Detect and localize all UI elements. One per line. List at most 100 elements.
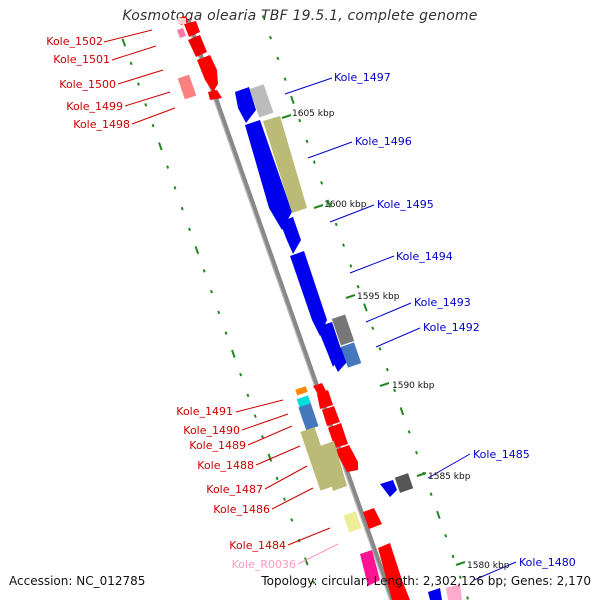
gene-label-kole-1493[interactable]: Kole_1493 bbox=[414, 296, 471, 309]
gene-box-kole-1492[interactable] bbox=[340, 342, 362, 368]
tick-mark bbox=[202, 269, 206, 273]
scale-label-1585: 1585 kbp bbox=[428, 472, 471, 482]
gene-box-kole-1488[interactable] bbox=[300, 427, 335, 491]
tick-mark bbox=[399, 407, 405, 416]
tick-mark bbox=[269, 35, 272, 40]
gene-arrow-kole-1485[interactable] bbox=[380, 480, 397, 497]
scale-label-1595: 1595 kbp bbox=[357, 292, 400, 302]
gene-labels: Kole_1502 Kole_1501 Kole_1500 Kole_1499 … bbox=[46, 35, 575, 571]
tick-mark bbox=[378, 347, 382, 351]
gene-box-kole-1502[interactable] bbox=[177, 28, 186, 38]
gene-arrow-bottom-red[interactable] bbox=[378, 543, 410, 600]
gene-arrow-kole-1491[interactable] bbox=[313, 383, 326, 394]
gene-arrow-kole-1496[interactable] bbox=[245, 120, 292, 230]
scale-label-1600: 1600 kbp bbox=[324, 200, 367, 210]
tick-mark bbox=[158, 142, 163, 151]
genome-stats-text: Topology: circular; Length: 2,302,126 bp… bbox=[261, 574, 591, 588]
tick-mark bbox=[436, 510, 441, 520]
tick-mark bbox=[385, 367, 389, 372]
gene-arrow-kole-1492[interactable] bbox=[329, 348, 347, 372]
gene-box-kole-1496[interactable] bbox=[263, 116, 307, 213]
tick-mark bbox=[444, 533, 448, 538]
genome-title: Kosmotoga olearia TBF 19.5.1, complete g… bbox=[122, 8, 478, 24]
tick-mark bbox=[334, 222, 338, 227]
gene-box-kole-1497[interactable] bbox=[249, 84, 274, 118]
gene-arrow-kole-1495[interactable] bbox=[280, 217, 301, 254]
gene-box-kole-1500[interactable] bbox=[177, 74, 197, 100]
tick-mark bbox=[173, 186, 177, 190]
tick-mark bbox=[320, 181, 324, 185]
tick-mark bbox=[305, 139, 309, 144]
genome-backbone bbox=[185, 19, 395, 600]
gene-box-kole-1493[interactable] bbox=[331, 314, 355, 346]
gene-label-kole-1494[interactable]: Kole_1494 bbox=[396, 250, 453, 263]
gene-label-kole-1480[interactable]: Kole_1480 bbox=[519, 556, 576, 569]
gene-label-kole-1484[interactable]: Kole_1484 bbox=[229, 539, 286, 552]
tick-mark bbox=[458, 575, 462, 579]
gene-glyphs bbox=[177, 16, 462, 600]
gene-label-kole-1490[interactable]: Kole_1490 bbox=[183, 424, 240, 437]
gene-arrow-kole-1501b[interactable] bbox=[188, 35, 207, 57]
tick-mark bbox=[290, 518, 294, 522]
tick-mark bbox=[415, 450, 418, 455]
tick-mark bbox=[231, 349, 236, 358]
tick-mark bbox=[312, 580, 316, 584]
gene-arrow-kole-1497[interactable] bbox=[235, 87, 256, 123]
gene-arrow-kole-1500[interactable] bbox=[197, 55, 218, 92]
tick-mark bbox=[312, 160, 316, 164]
gene-arrow-kole-1487[interactable] bbox=[335, 445, 358, 472]
gene-label-kole-1498[interactable]: Kole_1498 bbox=[73, 118, 130, 131]
gene-arrow-kole-1490[interactable] bbox=[317, 390, 333, 409]
gene-box-kole-1485[interactable] bbox=[394, 473, 414, 493]
tick-mark bbox=[407, 430, 411, 434]
gene-arrow-kole-1480[interactable] bbox=[428, 588, 442, 600]
tick-mark bbox=[253, 414, 257, 418]
gene-box-kole-1489[interactable] bbox=[298, 403, 319, 431]
label-connectors bbox=[103, 29, 517, 581]
gene-label-kole-1486[interactable]: Kole_1486 bbox=[213, 503, 270, 516]
scale-label-1605: 1605 kbp bbox=[292, 109, 335, 119]
tick-mark bbox=[224, 331, 228, 335]
tick-mark bbox=[304, 557, 309, 566]
gene-arrow-kole-1489[interactable] bbox=[322, 406, 340, 426]
tick-mark bbox=[349, 264, 353, 268]
tick-mark bbox=[275, 476, 279, 481]
tick-mark bbox=[298, 118, 302, 123]
gene-label-kole-1487[interactable]: Kole_1487 bbox=[206, 483, 263, 496]
gene-label-kole-1499[interactable]: Kole_1499 bbox=[66, 100, 123, 113]
gene-label-kole-1495[interactable]: Kole_1495 bbox=[377, 198, 434, 211]
genome-backbone-highlight bbox=[185, 19, 391, 600]
gene-label-kole-1500[interactable]: Kole_1500 bbox=[59, 78, 116, 91]
gene-label-kole-r0036[interactable]: Kole_R0036 bbox=[232, 558, 296, 571]
gene-box-kole-1484[interactable] bbox=[343, 511, 362, 533]
tick-mark bbox=[451, 554, 455, 559]
tick-mark bbox=[342, 243, 345, 247]
gene-label-kole-1496[interactable]: Kole_1496 bbox=[355, 135, 412, 148]
gene-box-bottom-pink bbox=[446, 584, 462, 600]
gene-label-kole-1492[interactable]: Kole_1492 bbox=[423, 321, 480, 334]
gene-arrow-kole-1501[interactable] bbox=[184, 21, 200, 37]
tick-mark bbox=[239, 372, 243, 377]
tick-mark bbox=[356, 284, 360, 289]
scale-label-1580: 1580 kbp bbox=[467, 561, 510, 571]
gene-box-kole-1486[interactable] bbox=[320, 441, 347, 491]
gene-label-kole-1488[interactable]: Kole_1488 bbox=[197, 459, 254, 472]
gene-label-kole-1501[interactable]: Kole_1501 bbox=[53, 53, 110, 66]
gene-label-kole-1497[interactable]: Kole_1497 bbox=[334, 71, 391, 84]
gene-label-kole-1502[interactable]: Kole_1502 bbox=[46, 35, 103, 48]
tick-mark bbox=[261, 435, 264, 439]
gene-arrow-kole-1494[interactable] bbox=[290, 251, 327, 336]
gene-box-kole-1491[interactable] bbox=[295, 386, 308, 396]
tick-mark bbox=[217, 310, 221, 315]
gene-arrow-kole-r0036[interactable] bbox=[360, 550, 380, 586]
gene-label-kole-1489[interactable]: Kole_1489 bbox=[189, 439, 246, 452]
tick-mark bbox=[180, 206, 184, 211]
gene-box-top-pink bbox=[178, 18, 186, 24]
tick-mark bbox=[363, 303, 368, 312]
gene-arrow-kole-1499[interactable] bbox=[208, 90, 222, 100]
gene-label-kole-1485[interactable]: Kole_1485 bbox=[473, 448, 530, 461]
gene-label-kole-1491[interactable]: Kole_1491 bbox=[176, 405, 233, 418]
scale-labels: 1605 kbp 1600 kbp 1595 kbp 1590 kbp 1585… bbox=[281, 109, 510, 571]
gene-arrow-kole-1484[interactable] bbox=[363, 508, 382, 529]
